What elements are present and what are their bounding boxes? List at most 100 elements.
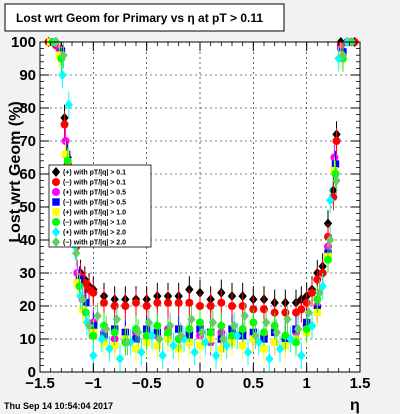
data-point (286, 334, 295, 344)
data-point (211, 350, 221, 361)
legend-label: (−) with pT/|q| > 0.5 (63, 200, 126, 207)
data-point (197, 327, 207, 338)
data-point (153, 298, 162, 307)
legend-marker (51, 167, 61, 177)
data-point (93, 310, 102, 321)
data-point (249, 318, 258, 327)
data-point (60, 120, 69, 129)
data-point (144, 317, 153, 328)
y-tick-label: 80 (19, 100, 36, 117)
data-point (238, 325, 247, 334)
data-points (44, 37, 359, 372)
data-point (318, 281, 327, 292)
data-point (190, 347, 199, 358)
y-tick-label: 100 (11, 34, 36, 51)
data-point (64, 99, 73, 110)
series-7 (51, 37, 356, 356)
data-point (115, 353, 125, 364)
data-point (110, 302, 119, 310)
data-point (142, 302, 151, 310)
y-axis-label: Lost wrt Geom (%) (7, 101, 24, 242)
data-point (89, 331, 98, 340)
x-tick-label: 0.5 (243, 375, 264, 392)
x-tick-label: −1 (85, 375, 102, 392)
data-point (229, 320, 239, 331)
legend-marker (52, 198, 60, 206)
data-point (293, 324, 303, 335)
data-point (164, 298, 172, 307)
data-point (243, 347, 253, 358)
footer-timestamp: Thu Sep 14 10:54:04 2017 (4, 401, 113, 411)
legend-marker (52, 188, 60, 196)
y-tick-label: 90 (19, 67, 36, 84)
y-tick-label: 30 (19, 265, 36, 282)
data-point (155, 334, 164, 344)
data-point (208, 317, 217, 328)
y-tick-label: 40 (19, 232, 36, 249)
data-point (100, 338, 108, 346)
data-point (217, 345, 226, 353)
legend-label: (+) with pT/|q| > 1.0 (63, 210, 126, 217)
title-box (4, 3, 285, 32)
data-point (89, 288, 98, 297)
data-point (249, 335, 258, 343)
data-point (304, 307, 313, 318)
legend-label: (−) with pT/|q| > 1.0 (63, 220, 126, 227)
data-point (121, 302, 130, 310)
x-axis-label: η (350, 397, 360, 414)
legend-label: (+) with pT/|q| > 0.1 (63, 170, 126, 177)
data-point (313, 275, 322, 284)
data-point (110, 328, 119, 337)
legend-box (48, 164, 152, 248)
data-point (147, 330, 157, 341)
x-tick-label: 0 (196, 375, 204, 392)
data-point (153, 321, 162, 330)
data-point (238, 302, 247, 310)
data-point (101, 324, 111, 335)
data-point (196, 302, 204, 310)
data-point (324, 255, 332, 264)
y-tick-label: 50 (19, 199, 36, 216)
data-point (302, 298, 311, 307)
data-point (89, 350, 98, 361)
data-point (137, 347, 146, 358)
data-point (133, 327, 143, 338)
x-tick-label: −0.5 (132, 375, 162, 392)
data-point (132, 298, 140, 307)
data-point (97, 334, 107, 344)
data-point (331, 170, 340, 178)
data-point (297, 350, 306, 361)
y-tick-label: 70 (19, 133, 36, 150)
data-point (174, 298, 183, 307)
data-point (260, 345, 268, 353)
data-point (196, 341, 204, 350)
data-point (325, 235, 335, 245)
data-point (179, 334, 189, 344)
data-point (217, 321, 226, 330)
data-point (72, 248, 81, 259)
data-point (59, 50, 68, 61)
data-point (63, 156, 72, 165)
x-tick-label: 1.5 (350, 375, 371, 392)
data-point (196, 318, 204, 327)
data-point (132, 345, 140, 353)
data-point (332, 175, 341, 186)
data-point (169, 340, 178, 351)
data-point (201, 337, 210, 348)
legend-label: (+) with pT/|q| > 0.5 (63, 190, 126, 197)
data-point (297, 305, 306, 314)
x-tick-label: −1.5 (25, 375, 55, 392)
data-point (185, 325, 194, 334)
chart-title: Lost wrt Geom for Primary vs η at pT > 0… (16, 11, 263, 25)
legend-marker (51, 227, 61, 237)
data-point (254, 337, 263, 348)
data-point (338, 50, 348, 61)
data-point (219, 334, 228, 344)
data-point (272, 327, 281, 338)
legend-label: (−) with pT/|q| > 0.1 (63, 180, 126, 187)
data-point (315, 287, 324, 298)
data-point (158, 350, 167, 361)
legend: (+) with pT/|q| > 0.1 (−) with pT/|q| > 0… (48, 164, 152, 248)
